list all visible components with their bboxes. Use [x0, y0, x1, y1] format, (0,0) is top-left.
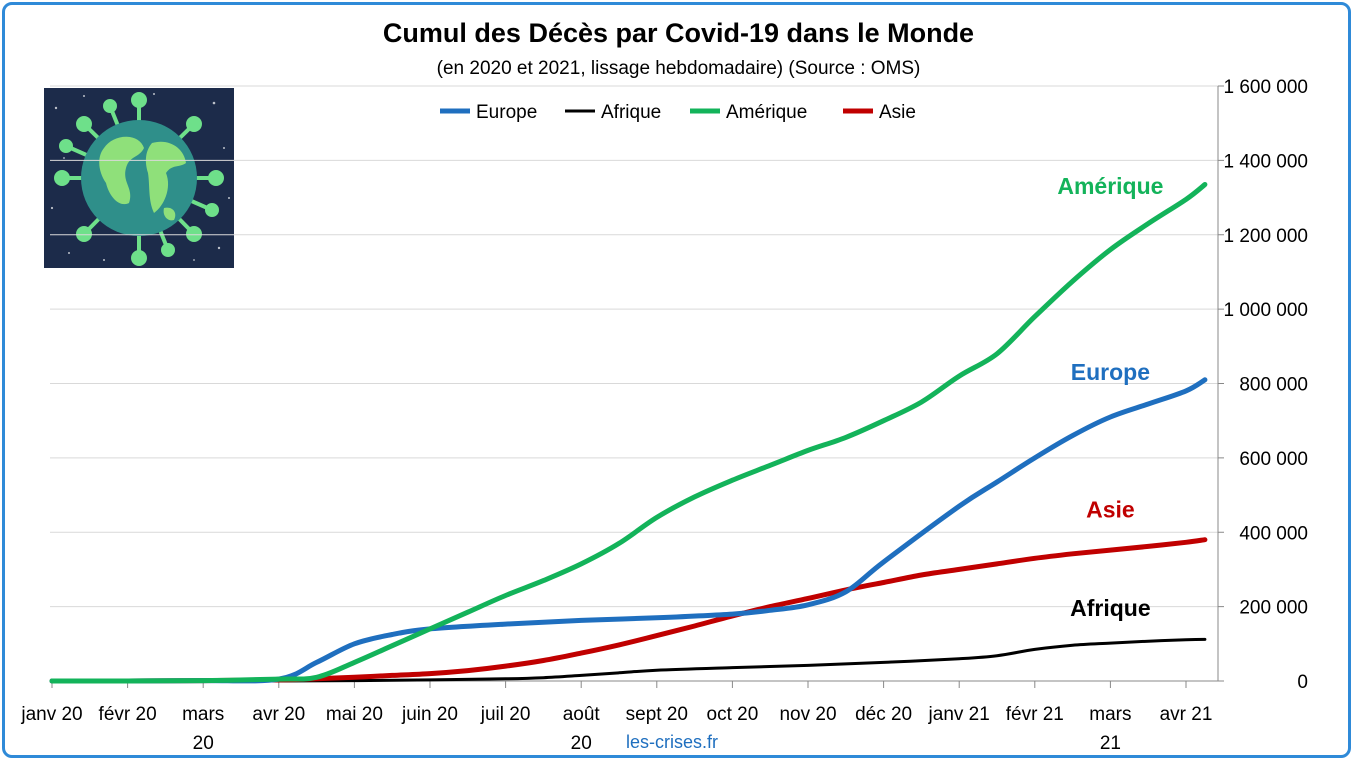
legend-label: Amérique — [726, 102, 807, 123]
y-axis: 0 200 000 400 000 600 000 800 000 1 000 000 1 … — [1217, 77, 1308, 693]
y-tick-label: 400 000 — [1239, 523, 1308, 544]
chart-title: Cumul des Décès par Covid-19 dans le Mon… — [382, 18, 975, 48]
y-tick-label: 1 000 000 — [1223, 300, 1308, 321]
y-tick-label: 1 600 000 — [1223, 77, 1308, 98]
x-tick-label: juin 20 — [401, 704, 458, 725]
y-tick-label: 600 000 — [1239, 449, 1308, 470]
y-tick-label: 0 — [1297, 672, 1308, 693]
legend-label: Afrique — [601, 102, 661, 123]
series-annotation: Afrique — [1070, 595, 1151, 621]
series-line-asie — [49, 537, 1208, 684]
x-tick-label: 20 — [571, 733, 592, 754]
y-tick-label: 800 000 — [1239, 375, 1308, 396]
series-lines — [49, 182, 1208, 684]
series-line-amerique — [49, 182, 1208, 684]
x-tick-label: avr 21 — [1160, 704, 1213, 725]
chart-subtitle: (en 2020 et 2021, lissage hebdomadaire) … — [436, 58, 921, 79]
x-tick-label: févr 21 — [1006, 704, 1064, 725]
x-tick-label: 21 — [1100, 733, 1121, 754]
legend: Europe Afrique Amérique Asie — [440, 102, 916, 123]
x-tick-label: mars — [1089, 704, 1131, 725]
x-tick-label: oct 20 — [707, 704, 759, 725]
series-annotation: Amérique — [1057, 173, 1163, 199]
x-tick-label: déc 20 — [855, 704, 912, 725]
gridlines — [50, 85, 1218, 608]
series-line-afrique — [50, 637, 1207, 683]
y-tick-label: 1 200 000 — [1223, 226, 1308, 247]
series-annotation: Europe — [1071, 359, 1150, 385]
x-tick-label: juil 20 — [480, 704, 531, 725]
x-tick-label: févr 20 — [99, 704, 157, 725]
x-tick-label: 20 — [193, 733, 214, 754]
series-annotations: Amérique Europe Asie Afrique — [1057, 173, 1163, 621]
x-tick-label: janv 20 — [20, 704, 82, 725]
x-tick-label: mai 20 — [326, 704, 383, 725]
x-tick-label: nov 20 — [779, 704, 836, 725]
legend-label: Europe — [476, 102, 537, 123]
x-axis: janv 20 févr 20 mars 20 avr 20 mai 20 juin 20 j… — [20, 680, 1218, 754]
x-tick-label: août — [563, 704, 601, 725]
source-note: les-crises.fr — [626, 732, 719, 752]
legend-label: Asie — [879, 102, 916, 123]
x-tick-label: janv 21 — [928, 704, 990, 725]
x-tick-label: sept 20 — [626, 704, 688, 725]
y-tick-label: 200 000 — [1239, 598, 1308, 619]
x-tick-label: mars — [182, 704, 224, 725]
series-line-europe — [49, 377, 1208, 684]
x-tick-label: avr 20 — [252, 704, 305, 725]
series-annotation: Asie — [1086, 496, 1135, 522]
y-tick-label: 1 400 000 — [1223, 151, 1308, 172]
earth-virus-illustration — [44, 88, 234, 268]
